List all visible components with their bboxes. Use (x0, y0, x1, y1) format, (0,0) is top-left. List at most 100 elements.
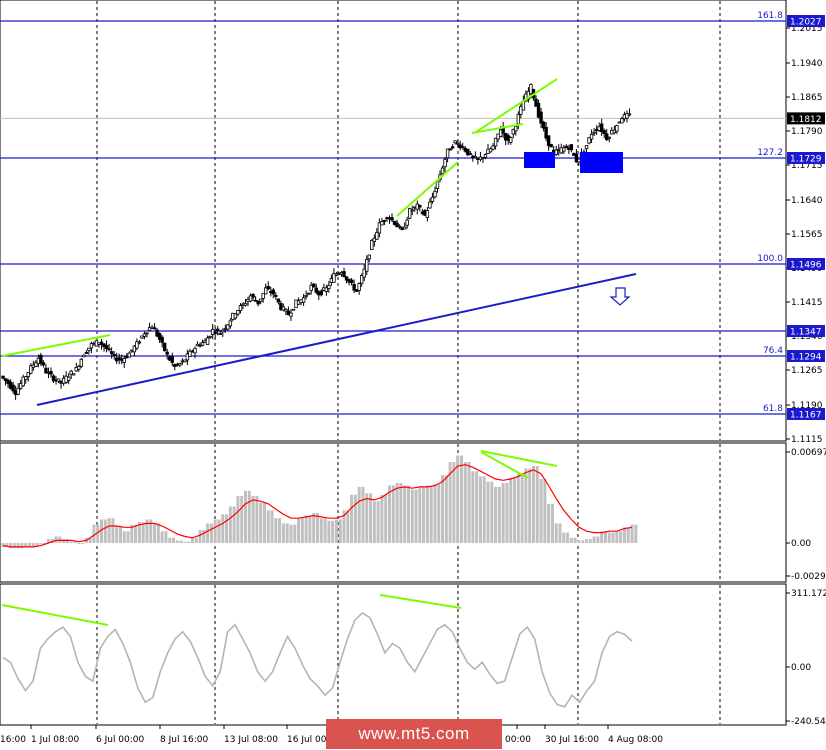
cci-axis: 311.1728 0.00 -240.5486 (786, 589, 826, 727)
candle-body (188, 350, 192, 357)
candle-body (107, 348, 111, 351)
candle-body (410, 209, 414, 212)
candle-body (170, 356, 174, 363)
candle-body (208, 335, 212, 338)
macd-histogram-bar (190, 537, 194, 543)
macd-histogram-bar (459, 455, 463, 543)
cci-pane[interactable] (0, 583, 787, 726)
macd-histogram-bar (172, 537, 176, 543)
candle-body (425, 210, 430, 218)
macd-histogram-bar (331, 520, 335, 543)
candle-body (539, 111, 543, 124)
macd-histogram-bar (490, 481, 494, 543)
candle-body (301, 297, 306, 303)
candle-body (360, 275, 364, 284)
macd-histogram-bar (137, 522, 141, 543)
macd-histogram-bar (39, 543, 43, 545)
support-zone (524, 152, 555, 168)
candle-body (428, 201, 432, 209)
macd-histogram-bar (81, 543, 85, 544)
price-level-tag (787, 152, 825, 164)
candle-body (405, 219, 409, 226)
candle-body (536, 103, 541, 118)
macd-histogram-bar (384, 494, 388, 543)
macd-histogram-bar (501, 482, 505, 543)
macd-histogram-bar (456, 455, 460, 543)
macd-histogram-bar (444, 475, 448, 543)
price-level-tag (787, 258, 825, 270)
macd-histogram-bar (54, 536, 58, 543)
candle-body (132, 345, 137, 353)
macd-histogram-bar (266, 510, 270, 543)
candle-body (109, 351, 114, 354)
candle-body (546, 135, 551, 146)
macd-histogram-bar (509, 477, 513, 543)
macd-histogram-bar (198, 529, 202, 543)
candle-body (514, 126, 518, 132)
candle-body (448, 148, 452, 151)
price-pane[interactable] (0, 0, 787, 442)
macd-histogram-bar (183, 541, 187, 543)
candle-body (587, 137, 591, 144)
macd-histogram-bar (96, 524, 100, 543)
macd-tick-label: 0.00697 (791, 448, 826, 458)
candle-body (397, 225, 402, 228)
candle-body (183, 359, 187, 363)
candle-body (29, 365, 33, 374)
support-zone (580, 152, 623, 173)
macd-histogram-bar (429, 485, 433, 543)
candle-body (483, 154, 488, 158)
macd-histogram-bar (558, 523, 562, 543)
candle-body (72, 373, 76, 376)
time-label: 00:00 (505, 735, 531, 745)
candle-body (89, 343, 94, 349)
candle-body (165, 351, 169, 355)
price-level-tag-text: 1.1294 (790, 353, 822, 363)
annotations (1, 78, 637, 406)
candle-body (544, 126, 548, 139)
macd-histogram-bar (262, 502, 266, 543)
candle-body (304, 294, 308, 297)
price-level-tag-text: 1.2027 (790, 18, 822, 28)
price-level-tags: 1.2027 1.1729 1.1496 1.1347 1.1294 1.1167 1.18… (787, 15, 825, 421)
candle-body (370, 240, 374, 251)
candle-body (200, 342, 205, 346)
macd-histogram-bar (581, 540, 585, 543)
macd-histogram-bar (467, 462, 471, 543)
candle-body (466, 148, 470, 156)
macd-histogram-bar (327, 520, 331, 543)
candle-body (216, 328, 220, 331)
price-level-tag-text: 1.1347 (790, 328, 822, 338)
macd-histogram-bar (342, 510, 346, 543)
candle-body (468, 153, 473, 155)
macd-histogram-bar (547, 503, 551, 543)
candle-body (509, 137, 513, 143)
macd-histogram-bar (372, 501, 376, 543)
macd-histogram-bar (225, 514, 229, 543)
macd-histogram-bar (513, 477, 517, 543)
macd-histogram-bar (535, 465, 539, 543)
candle-body (362, 268, 366, 278)
macd-histogram-bar (304, 515, 308, 543)
candle-body (87, 347, 91, 351)
price-tick-label: 1.1415 (791, 298, 823, 308)
macd-histogram-bar (289, 524, 293, 543)
macd-histogram-bar (50, 539, 54, 543)
divergence-line (1, 604, 109, 626)
candle-body (221, 329, 225, 333)
macd-histogram-bar (12, 543, 16, 549)
macd-histogram-bar (24, 543, 28, 547)
candle-body (1, 375, 5, 379)
price-tick-label: 1.1115 (791, 435, 823, 445)
macd-histogram-bar (221, 514, 225, 543)
macd-histogram-bar (338, 519, 342, 543)
candle-body (549, 143, 553, 148)
macd-histogram-bar (9, 543, 13, 549)
candle-body (79, 358, 84, 367)
candle-body (117, 357, 121, 361)
macd-histogram-bar (130, 524, 134, 543)
macd-histogram-bar (634, 524, 638, 543)
macd-histogram-bar (164, 531, 168, 543)
candle-body (605, 133, 609, 141)
